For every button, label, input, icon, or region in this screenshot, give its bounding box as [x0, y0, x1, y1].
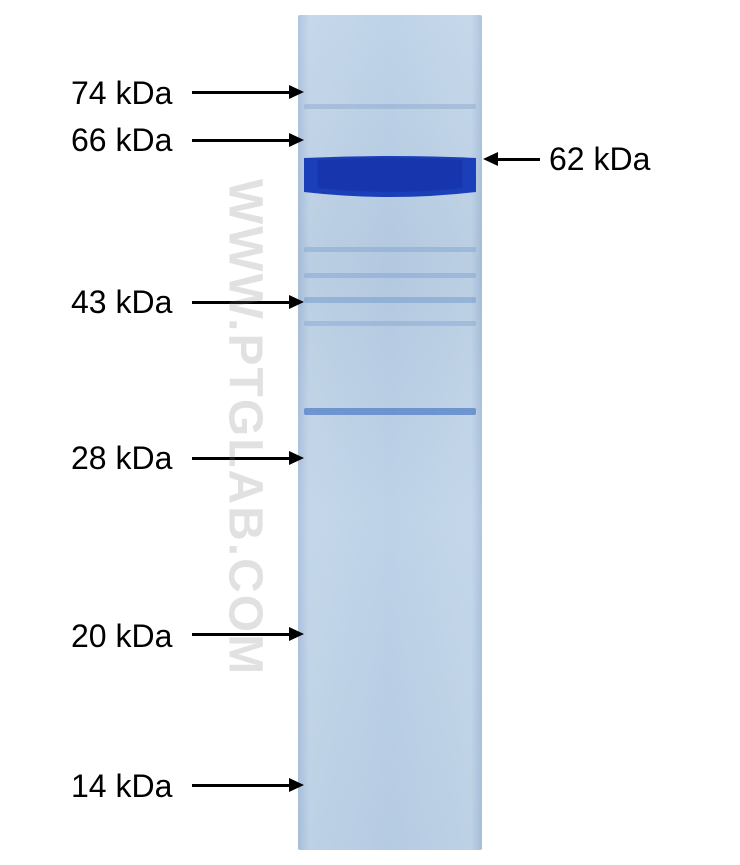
- minor-band: [304, 321, 476, 326]
- arrow-head: [289, 451, 304, 465]
- ladder-marker-label: 20 kDa: [71, 618, 172, 655]
- ladder-marker-label: 43 kDa: [71, 284, 172, 321]
- minor-band: [304, 297, 476, 303]
- arrow-shaft: [192, 633, 292, 636]
- ladder-marker-label: 66 kDa: [71, 122, 172, 159]
- arrow-shaft: [192, 301, 292, 304]
- minor-band: [304, 273, 476, 278]
- arrow-head: [483, 152, 498, 166]
- arrow-head: [289, 778, 304, 792]
- minor-band: [304, 408, 476, 415]
- arrow-shaft: [192, 457, 292, 460]
- arrow-shaft: [192, 91, 292, 94]
- arrow-shaft: [192, 139, 292, 142]
- arrow-shaft: [192, 784, 292, 787]
- minor-band: [304, 104, 476, 109]
- main-band: [304, 150, 476, 200]
- arrow-head: [289, 85, 304, 99]
- minor-band: [304, 247, 476, 252]
- arrow-head: [289, 133, 304, 147]
- watermark-text: WWW.PTGLAB.COM: [218, 168, 273, 688]
- arrow-head: [289, 295, 304, 309]
- target-marker-label: 62 kDa: [549, 141, 650, 178]
- ladder-marker-label: 28 kDa: [71, 440, 172, 477]
- ladder-marker-label: 74 kDa: [71, 75, 172, 112]
- arrow-head: [289, 627, 304, 641]
- ladder-marker-label: 14 kDa: [71, 768, 172, 805]
- gel-lane-vgrad: [298, 15, 482, 850]
- arrow-shaft: [495, 158, 540, 161]
